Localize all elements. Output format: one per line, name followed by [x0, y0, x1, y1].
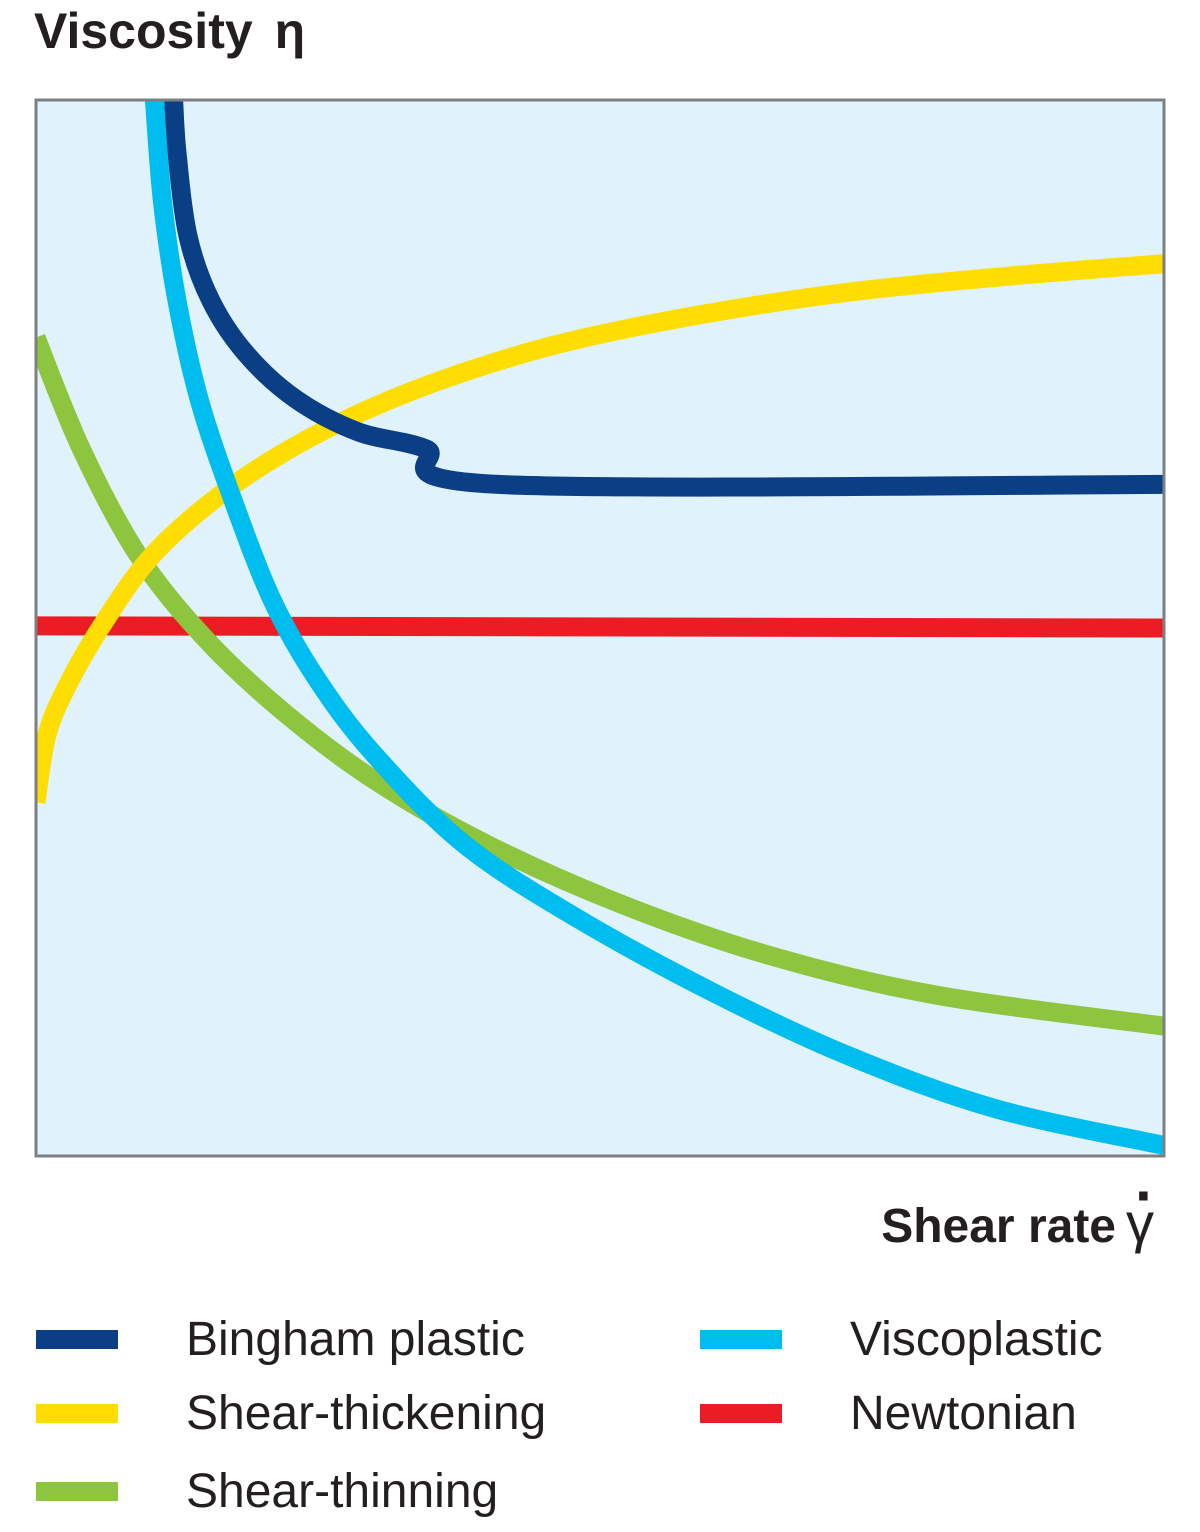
legend-label-shear-thickening: Shear-thickening: [186, 1387, 547, 1440]
series-line-shear-thickening: [36, 254, 1164, 804]
y-axis-title: Viscosity: [34, 3, 253, 59]
legend-swatch-shear-thickening: [36, 1404, 118, 1423]
legend-label-viscoplastic: Viscoplastic: [850, 1313, 1103, 1366]
x-axis-title: Shear rate: [881, 1200, 1116, 1253]
x-axis-label: Shear rateγ: [881, 1190, 1154, 1255]
legend-swatch-viscoplastic: [700, 1330, 782, 1349]
series-line-viscoplastic: [144, 100, 1164, 1155]
series-line-newtonian: [36, 616, 1164, 638]
y-axis-label: Viscosity η: [34, 2, 305, 60]
x-axis-symbol: γ: [1126, 1191, 1154, 1254]
legend-label-bingham-plastic: Bingham plastic: [186, 1313, 525, 1366]
plot-frame: [34, 98, 1166, 1158]
legend-swatch-newtonian: [700, 1404, 782, 1423]
legend-label-newtonian: Newtonian: [850, 1387, 1077, 1440]
legend-label-shear-thinning: Shear-thinning: [186, 1465, 499, 1518]
legend-swatch-shear-thinning: [36, 1482, 118, 1501]
series-line-bingham-plastic: [164, 100, 1164, 497]
y-axis-symbol: η: [274, 3, 306, 59]
legend-swatch-bingham-plastic: [36, 1330, 118, 1349]
series-group: [36, 100, 1164, 1155]
